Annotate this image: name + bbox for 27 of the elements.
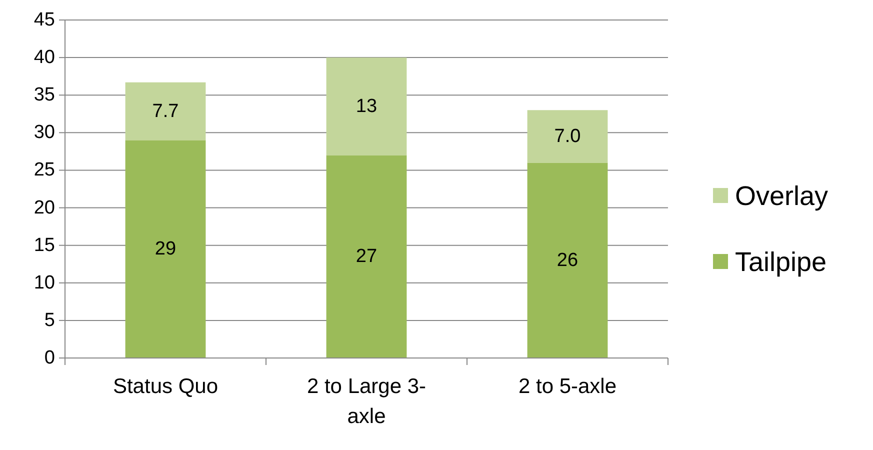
bar (125, 82, 206, 140)
x-tick-label: Status Quo (112, 375, 218, 398)
legend-label: Tailpipe (735, 247, 827, 277)
y-tick-label: 10 (34, 272, 55, 294)
y-tick-label: 20 (34, 197, 55, 218)
data-label: 7.0 (554, 126, 581, 147)
y-tick-label: 25 (34, 160, 55, 181)
y-tick-label: 45 (34, 10, 55, 30)
bar (125, 140, 206, 358)
data-label: 26 (556, 250, 578, 271)
y-tick-label: 15 (34, 234, 55, 256)
y-tick-label: 5 (44, 310, 55, 331)
data-label: 7.7 (152, 100, 179, 122)
bar (527, 110, 608, 163)
y-tick-label: 35 (34, 84, 55, 106)
legend-label: Overlay (735, 181, 829, 211)
data-label: 27 (356, 246, 378, 268)
y-tick-label: 30 (34, 122, 55, 144)
bar (527, 162, 608, 358)
y-tick-label: 0 (44, 348, 55, 368)
data-label: 29 (154, 238, 176, 260)
data-label: 13 (356, 96, 378, 117)
bar (326, 58, 407, 156)
y-tick-label: 40 (34, 47, 55, 68)
x-tick-label: 2 to 5-axle (518, 375, 617, 398)
bar (326, 155, 407, 358)
x-tick-label: 2 to Large 3-axle (306, 375, 426, 428)
